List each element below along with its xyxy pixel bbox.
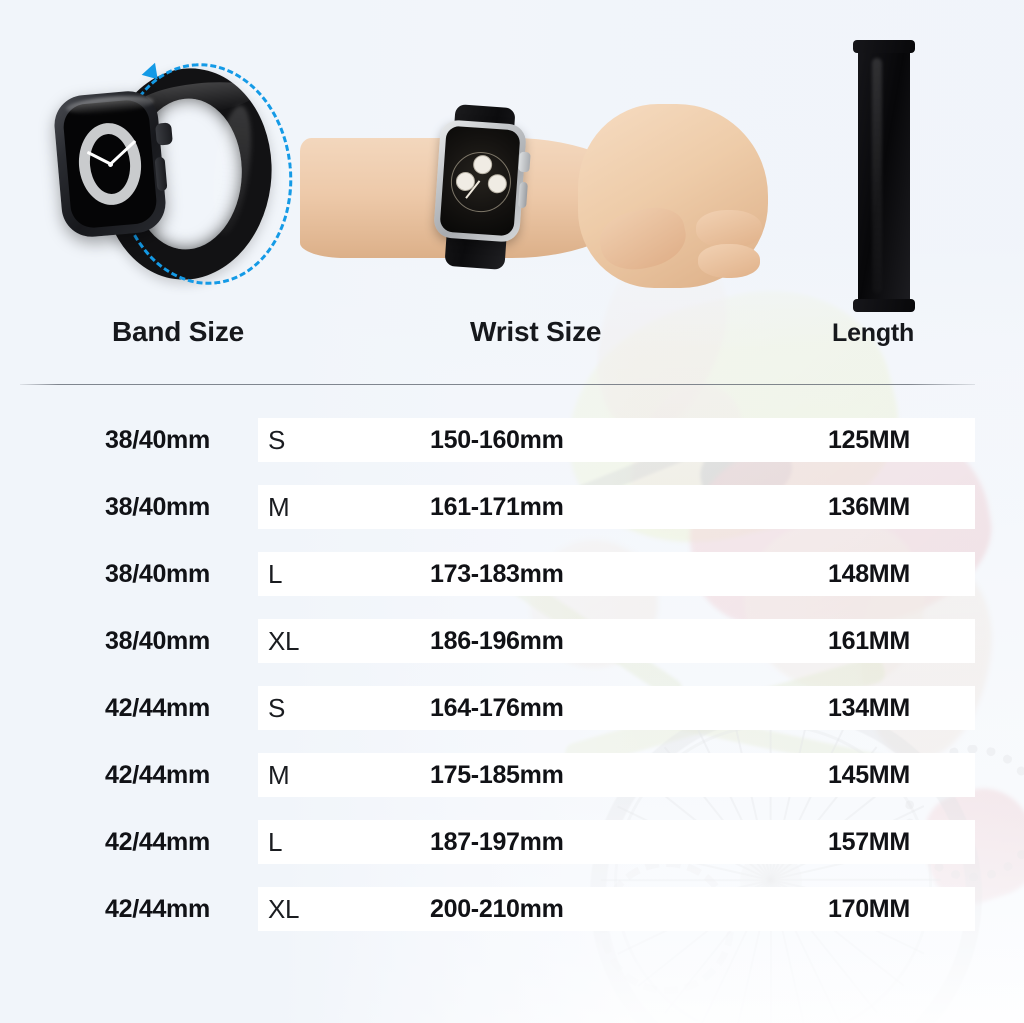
cell-size-label: L (268, 559, 283, 589)
cell-size-label: M (268, 492, 290, 522)
cell-band-size: 42/44mm (105, 694, 210, 722)
cell-band-size: 38/40mm (105, 627, 210, 655)
cell-size-label: M (268, 760, 290, 790)
cell-band-size: 38/40mm (105, 560, 210, 588)
cell-wrist-size: 200-210mm (430, 895, 564, 923)
cell-length: 145MM (828, 761, 910, 789)
cell-wrist-size: 175-185mm (430, 761, 564, 789)
table-row: 38/40mm XL 186-196mm 161MM (0, 619, 1024, 663)
table-row: 38/40mm S 150-160mm 125MM (0, 418, 1024, 462)
cell-length: 148MM (828, 560, 910, 588)
table-row: 42/44mm XL 200-210mm 170MM (0, 887, 1024, 931)
cell-wrist-size: 187-197mm (430, 828, 564, 856)
cell-size-label: L (268, 827, 283, 857)
cell-wrist-size: 164-176mm (430, 694, 564, 722)
cell-length: 134MM (828, 694, 910, 722)
table-row: 42/44mm M 175-185mm 145MM (0, 753, 1024, 797)
cell-wrist-size: 186-196mm (430, 627, 564, 655)
cell-band-size: 38/40mm (105, 426, 210, 454)
cell-wrist-size: 150-160mm (430, 426, 564, 454)
table-row: 42/44mm L 187-197mm 157MM (0, 820, 1024, 864)
cell-length: 170MM (828, 895, 910, 923)
cell-size-label: XL (268, 894, 300, 924)
cell-band-size: 42/44mm (105, 761, 210, 789)
cell-band-size: 38/40mm (105, 493, 210, 521)
cell-length: 161MM (828, 627, 910, 655)
cell-size-label: S (268, 693, 286, 723)
cell-wrist-size: 173-183mm (430, 560, 564, 588)
table-row: 38/40mm L 173-183mm 148MM (0, 552, 1024, 596)
cell-band-size: 42/44mm (105, 828, 210, 856)
table-row: 38/40mm M 161-171mm 136MM (0, 485, 1024, 529)
cell-band-size: 42/44mm (105, 895, 210, 923)
cell-length: 125MM (828, 426, 910, 454)
cell-size-label: S (268, 425, 286, 455)
cell-length: 136MM (828, 493, 910, 521)
cell-length: 157MM (828, 828, 910, 856)
cell-wrist-size: 161-171mm (430, 493, 564, 521)
cell-size-label: XL (268, 626, 300, 656)
table-row: 42/44mm S 164-176mm 134MM (0, 686, 1024, 730)
